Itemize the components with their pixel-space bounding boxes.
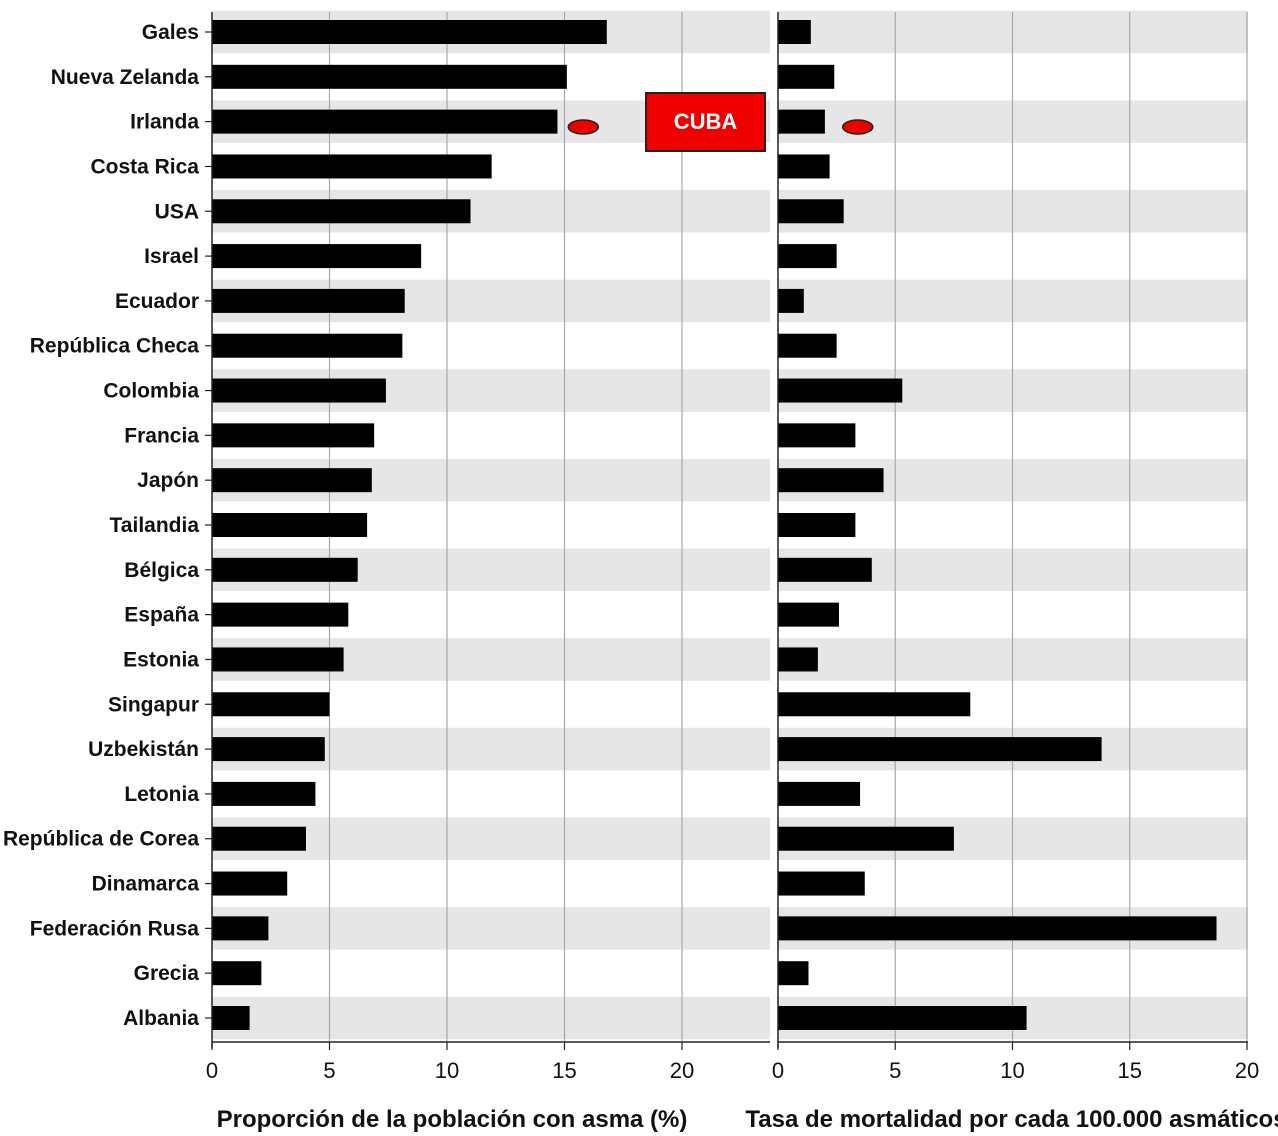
- left-bar-17: [212, 781, 316, 806]
- right-bar-2: [778, 109, 825, 134]
- right-bar-12: [778, 557, 872, 582]
- left-bar-2: [212, 109, 558, 134]
- bars: [212, 20, 1217, 1030]
- left-bar-14: [212, 647, 344, 672]
- left-bar-6: [212, 288, 405, 313]
- right-bar-20: [778, 916, 1217, 941]
- left-bar-20: [212, 916, 269, 941]
- right-bar-21: [778, 961, 809, 986]
- country-label: Colombia: [103, 380, 199, 403]
- country-label: Uzbekistán: [88, 738, 199, 761]
- country-label: Irlanda: [130, 111, 199, 134]
- left-tick-label: 20: [670, 1058, 694, 1083]
- right-bar-3: [778, 154, 830, 179]
- right-bar-6: [778, 288, 804, 313]
- left-tick-label: 5: [323, 1058, 335, 1083]
- left-bar-0: [212, 20, 607, 44]
- left-bar-1: [212, 64, 567, 89]
- left-tick-label: 15: [552, 1058, 576, 1083]
- country-label: Japón: [137, 469, 199, 492]
- right-bar-19: [778, 871, 865, 896]
- right-tick-label: 10: [1000, 1058, 1024, 1083]
- right-bar-4: [778, 199, 844, 224]
- left-bar-7: [212, 333, 403, 358]
- country-label: Gales: [142, 21, 199, 44]
- country-label: Dinamarca: [92, 873, 200, 896]
- country-label: República Checa: [30, 335, 200, 358]
- right-tick-label: 20: [1235, 1058, 1259, 1083]
- left-tick-label: 10: [435, 1058, 459, 1083]
- right-cuba-marker: [841, 119, 874, 135]
- right-bar-8: [778, 378, 903, 403]
- left-bar-5: [212, 244, 422, 269]
- left-bar-16: [212, 737, 325, 762]
- country-label: USA: [155, 200, 199, 223]
- country-label: Francia: [124, 424, 199, 447]
- left-bar-8: [212, 378, 386, 403]
- right-bar-10: [778, 468, 884, 493]
- right-bar-22: [778, 1006, 1027, 1030]
- country-label: Nueva Zelanda: [51, 66, 200, 89]
- right-bar-11: [778, 513, 856, 537]
- country-label: España: [124, 604, 199, 627]
- left-axis-title: Proporción de la población con asma (%): [217, 1106, 688, 1133]
- left-bar-15: [212, 692, 330, 717]
- right-bar-16: [778, 737, 1102, 762]
- axes: [205, 12, 1248, 1050]
- country-label: Ecuador: [115, 290, 199, 313]
- left-tick-label: 0: [206, 1058, 218, 1083]
- country-labels: Gales Nueva Zelanda Irlanda Costa Rica USA Is…: [3, 21, 199, 1030]
- right-tick-label: 15: [1118, 1058, 1142, 1083]
- country-label: Israel: [144, 245, 199, 268]
- right-bar-14: [778, 647, 818, 672]
- left-bar-4: [212, 199, 471, 224]
- right-tick-label: 0: [772, 1058, 784, 1083]
- right-bar-15: [778, 692, 971, 717]
- right-tick-label: 5: [889, 1058, 901, 1083]
- country-label: Grecia: [134, 962, 200, 985]
- right-bar-1: [778, 64, 835, 89]
- left-bar-10: [212, 468, 372, 493]
- left-bar-11: [212, 513, 368, 537]
- right-bar-18: [778, 826, 954, 851]
- country-label: Tailandia: [110, 514, 200, 537]
- left-cuba-marker: [567, 119, 600, 135]
- right-bar-9: [778, 423, 856, 448]
- country-label: Costa Rica: [90, 155, 199, 178]
- country-label: Estonia: [123, 648, 199, 671]
- left-bar-9: [212, 423, 375, 448]
- left-row-band: [212, 996, 770, 1040]
- country-label: Letonia: [124, 783, 199, 806]
- tick-labels: 0 5 10 15 20 0 5 10 15 20: [206, 1058, 1259, 1083]
- left-bar-22: [212, 1006, 250, 1030]
- country-label: República de Corea: [3, 828, 199, 851]
- cuba-label: CUBA: [645, 92, 766, 152]
- cuba-markers: [567, 119, 874, 135]
- right-bar-0: [778, 20, 811, 44]
- country-label: Albania: [123, 1007, 199, 1030]
- left-bar-12: [212, 557, 358, 582]
- country-label: Singapur: [108, 693, 199, 716]
- left-bar-19: [212, 871, 288, 896]
- right-axis-title: Tasa de mortalidad por cada 100.000 asmá…: [745, 1106, 1278, 1133]
- left-bar-18: [212, 826, 306, 851]
- left-bar-13: [212, 602, 349, 627]
- right-bar-17: [778, 781, 861, 806]
- left-bar-21: [212, 961, 262, 986]
- right-bar-13: [778, 602, 839, 627]
- country-label: Federación Rusa: [30, 917, 200, 940]
- right-bar-7: [778, 333, 837, 358]
- right-bar-5: [778, 244, 837, 269]
- country-label: Bélgica: [124, 559, 199, 582]
- left-row-band: [212, 907, 770, 950]
- left-bar-3: [212, 154, 492, 179]
